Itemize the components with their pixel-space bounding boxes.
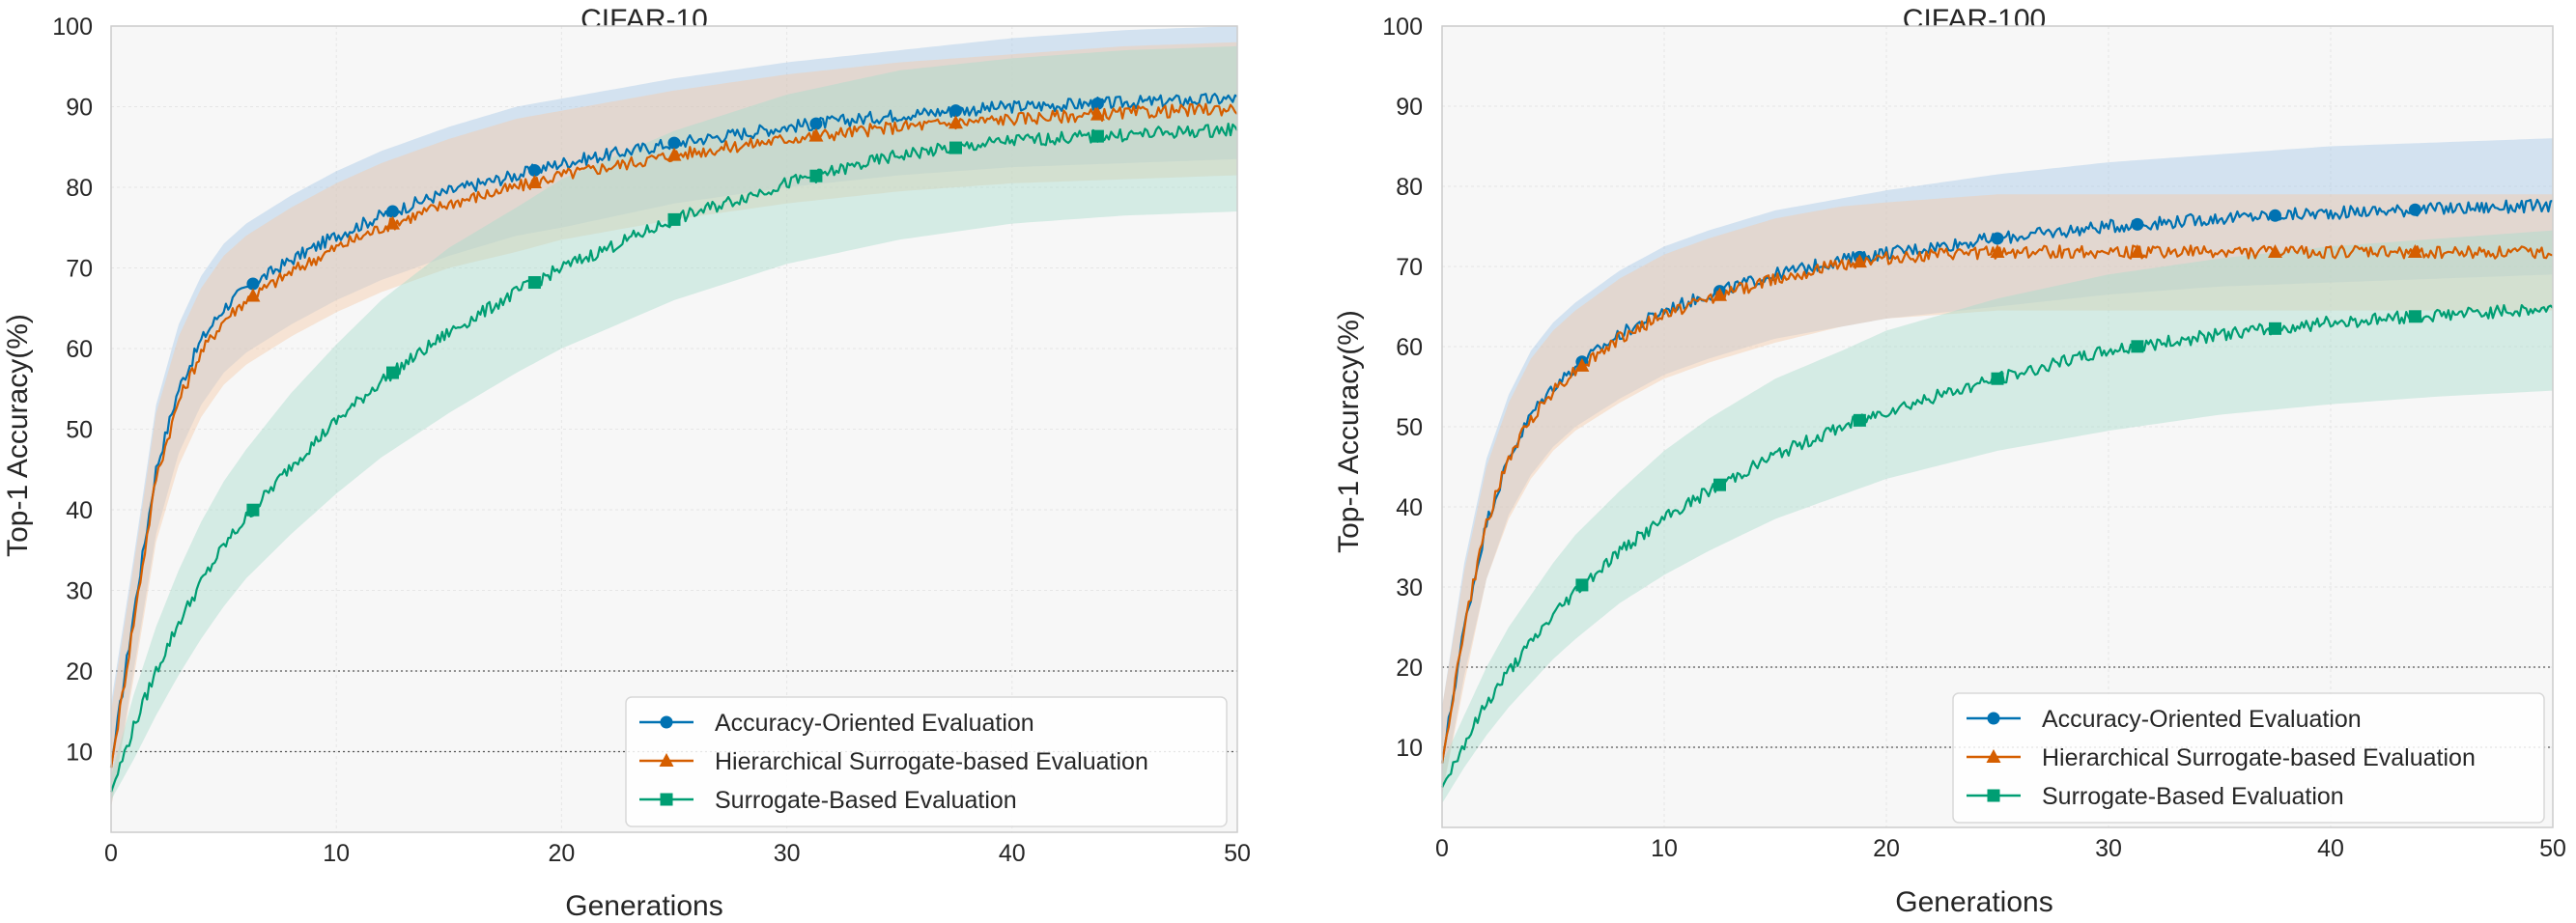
- data-point: [2269, 209, 2281, 222]
- y-tick-label: 90: [1396, 94, 1423, 121]
- y-tick-label: 100: [1382, 14, 1423, 41]
- x-tick-label: 30: [2095, 835, 2122, 862]
- y-tick-label: 10: [66, 740, 93, 767]
- data-point: [1991, 372, 2004, 385]
- x-tick-label: 0: [1435, 835, 1449, 862]
- y-tick-label: 70: [1396, 254, 1423, 281]
- data-point: [2131, 340, 2144, 353]
- data-point: [1853, 413, 1866, 427]
- x-tick-label: 10: [1651, 835, 1678, 862]
- data-point: [809, 117, 823, 130]
- data-point: [808, 127, 824, 142]
- data-point: [2131, 217, 2144, 231]
- y-tick-label: 100: [52, 14, 93, 41]
- chart-cifar10: CIFAR-10 Generations Top-1 Accuracy(%) 0…: [2, 4, 1251, 922]
- data-point: [245, 288, 261, 302]
- legend-label: Surrogate-Based Evaluation: [2042, 783, 2344, 810]
- x-tick-label: 40: [2317, 835, 2344, 862]
- y-tick-label: 80: [66, 175, 93, 202]
- y-tick-label: 20: [1396, 655, 1423, 682]
- legend-marker: [660, 793, 673, 806]
- data-point: [1991, 232, 2004, 245]
- legend-label: Hierarchical Surrogate-based Evaluation: [2042, 744, 2476, 771]
- y-tick-label: 30: [1396, 574, 1423, 601]
- y-tick-label: 30: [66, 578, 93, 605]
- x-tick-label: 0: [104, 840, 118, 867]
- data-point: [1090, 129, 1104, 143]
- legend: [1952, 692, 2545, 824]
- y-axis-label: Top-1 Accuracy(%): [1333, 310, 1365, 553]
- legend: [625, 696, 1228, 827]
- x-axis-label: Generations: [565, 890, 722, 922]
- data-point: [1852, 254, 1867, 268]
- data-point: [1713, 478, 1726, 491]
- x-tick-label: 10: [323, 840, 350, 867]
- legend-label: Accuracy-Oriented Evaluation: [2042, 706, 2362, 733]
- data-point: [1990, 244, 2005, 259]
- x-tick-label: 20: [548, 840, 575, 867]
- data-point: [2268, 244, 2282, 259]
- data-point: [526, 174, 542, 188]
- chart-cifar100: CIFAR-100 Generations Top-1 Accuracy(%) …: [1333, 4, 2566, 918]
- y-tick-label: 80: [1396, 174, 1423, 201]
- data-point: [2130, 244, 2145, 259]
- y-axis-label: Top-1 Accuracy(%): [2, 314, 34, 557]
- x-tick-label: 30: [774, 840, 801, 867]
- y-tick-label: 70: [66, 256, 93, 283]
- confidence-band: [1442, 138, 2553, 796]
- plot-frame: [1441, 25, 2554, 828]
- y-tick-label: 40: [66, 497, 93, 524]
- data-point: [666, 147, 682, 161]
- data-point: [2407, 244, 2422, 259]
- x-tick-label: 20: [1873, 835, 1900, 862]
- data-point: [386, 366, 399, 379]
- legend-label: Hierarchical Surrogate-based Evaluation: [715, 748, 1148, 775]
- data-point: [527, 163, 541, 177]
- plot-frame: [110, 25, 1238, 833]
- y-tick-label: 40: [1396, 494, 1423, 521]
- x-tick-label: 40: [999, 840, 1026, 867]
- data-point: [1713, 287, 1727, 301]
- y-tick-label: 60: [66, 336, 93, 363]
- legend-label: Accuracy-Oriented Evaluation: [715, 710, 1034, 737]
- data-point: [949, 104, 962, 118]
- y-tick-label: 20: [66, 658, 93, 685]
- legend-marker: [1987, 789, 2000, 802]
- data-point: [667, 212, 681, 226]
- data-point: [246, 503, 260, 517]
- data-point: [2408, 203, 2421, 216]
- data-point: [949, 141, 962, 154]
- legend-marker: [659, 753, 674, 767]
- data-point: [667, 136, 681, 150]
- y-tick-label: 60: [1396, 334, 1423, 361]
- legend-marker: [660, 715, 673, 729]
- y-tick-label: 50: [1396, 414, 1423, 441]
- data-point: [385, 215, 400, 230]
- legend-label: Surrogate-Based Evaluation: [715, 787, 1017, 814]
- data-point: [246, 277, 260, 291]
- x-tick-label: 50: [2539, 835, 2566, 862]
- data-point: [948, 115, 963, 129]
- confidence-band: [111, 42, 1237, 808]
- x-axis-label: Generations: [1895, 886, 2052, 918]
- y-tick-label: 50: [66, 417, 93, 444]
- data-point: [1574, 357, 1590, 372]
- y-tick-label: 90: [66, 95, 93, 122]
- legend-marker: [1986, 749, 2001, 763]
- data-point: [2408, 310, 2421, 323]
- confidence-band: [1442, 230, 2553, 804]
- data-point: [1575, 578, 1589, 592]
- data-point: [1090, 97, 1104, 110]
- legend-marker: [1987, 712, 2000, 725]
- data-point: [527, 276, 541, 290]
- y-tick-label: 10: [1396, 735, 1423, 762]
- x-tick-label: 50: [1224, 840, 1251, 867]
- confidence-band: [1442, 194, 2553, 796]
- data-point: [386, 205, 399, 218]
- data-point: [809, 169, 823, 182]
- data-point: [1090, 106, 1105, 121]
- data-point: [2269, 322, 2281, 335]
